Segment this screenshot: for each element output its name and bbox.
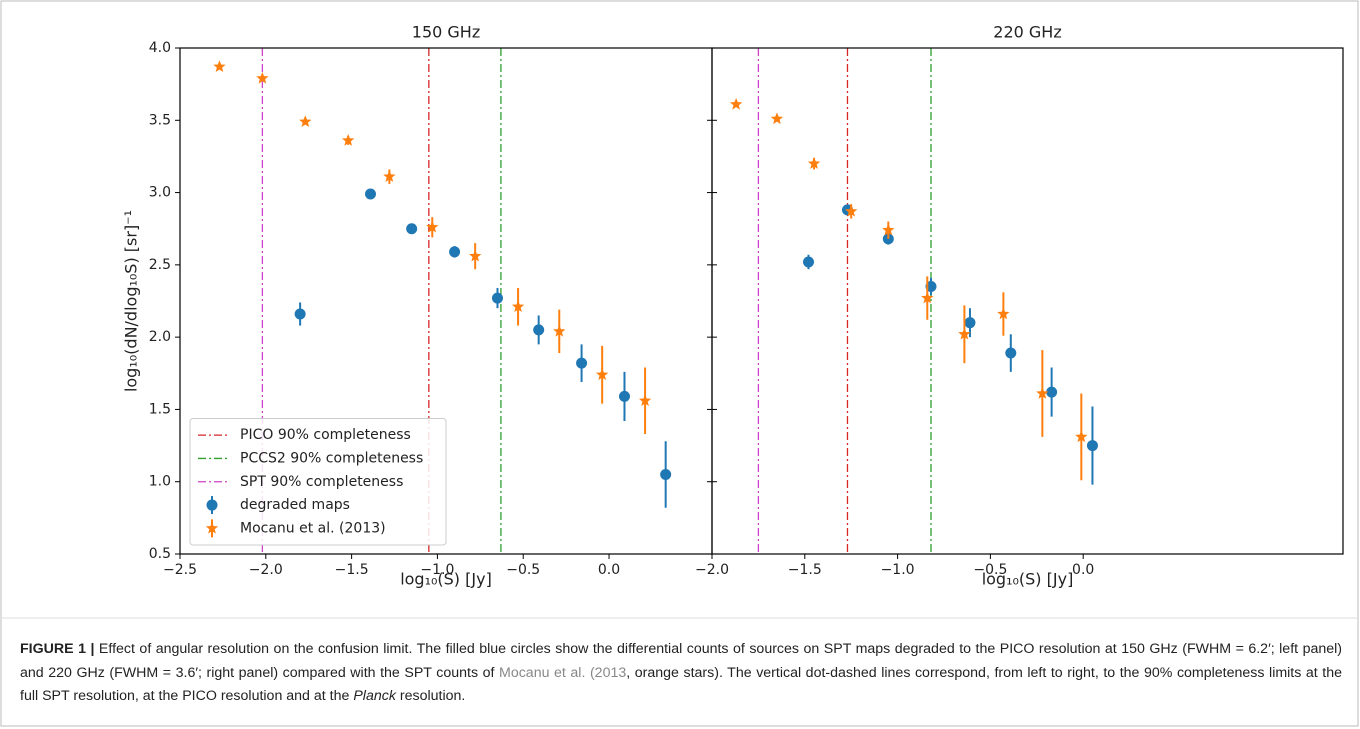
star-marker xyxy=(511,300,525,313)
y-tick-label: 2.0 xyxy=(149,329,171,345)
circle-marker xyxy=(660,468,672,480)
star-marker xyxy=(729,97,743,110)
x-axis-label: log₁₀(S) [Jy] xyxy=(982,570,1074,589)
star-marker xyxy=(1036,387,1049,399)
legend-marker xyxy=(206,499,218,511)
star-marker xyxy=(638,394,652,407)
star-marker xyxy=(958,327,971,340)
legend-box xyxy=(189,418,447,546)
circle-marker xyxy=(406,223,418,235)
star-marker xyxy=(1075,430,1088,443)
x-tick-label: −1.5 xyxy=(788,562,822,578)
caption-reference[interactable]: Mocanu et al. (2013 xyxy=(499,664,627,681)
caption-label: FIGURE 1 | xyxy=(20,641,95,657)
caption-text: resolution. xyxy=(395,688,466,705)
x-tick-label: −0.5 xyxy=(506,562,540,578)
legend-label: PICO 90% completeness xyxy=(240,427,411,443)
y-tick-label: 0.5 xyxy=(149,546,171,562)
legend-label: Mocanu et al. (2013) xyxy=(240,520,386,536)
star-marker xyxy=(807,157,821,169)
y-tick-label: 2.5 xyxy=(149,257,171,273)
star-marker xyxy=(882,223,895,236)
circle-marker xyxy=(449,246,461,258)
circle-marker xyxy=(964,317,976,329)
x-tick-label: −2.5 xyxy=(163,562,197,578)
x-tick-label: −1.0 xyxy=(420,562,454,578)
caption-text: , orange stars). The vertical dot-dashed… xyxy=(20,664,1343,705)
circle-marker xyxy=(364,188,376,200)
x-tick-label: −0.5 xyxy=(973,562,1007,578)
circle-marker xyxy=(1046,386,1058,398)
y-tick-label: 3.0 xyxy=(149,185,171,201)
circle-marker xyxy=(803,256,815,268)
star-marker xyxy=(342,134,355,146)
legend-marker xyxy=(205,521,219,534)
star-marker xyxy=(921,291,934,304)
star-marker xyxy=(299,115,312,127)
circle-marker xyxy=(533,324,545,336)
legend: PICO 90% completeness PCCS2 90% completen… xyxy=(189,418,447,546)
x-tick-label: −2.0 xyxy=(695,562,729,578)
star-marker xyxy=(426,220,439,233)
star-marker xyxy=(595,368,609,380)
panel-title: 150 GHz xyxy=(412,23,480,42)
x-axis-label: log₁₀(S) [Jy] xyxy=(400,570,492,589)
circle-marker xyxy=(491,292,503,304)
x-tick-label: −2.0 xyxy=(249,562,283,578)
star-marker xyxy=(468,249,482,262)
x-tick-label: −1.5 xyxy=(335,562,369,578)
star-marker xyxy=(997,307,1010,320)
star-marker xyxy=(553,324,566,337)
circle-marker xyxy=(294,308,306,320)
star-marker xyxy=(845,204,858,217)
plot-frame xyxy=(711,47,1344,555)
star-marker xyxy=(383,170,396,182)
circle-marker xyxy=(1086,440,1098,452)
y-axis-label: log₁₀(dN/dlog₁₀S) [sr]⁻¹ xyxy=(122,210,141,392)
caption-italic: Planck xyxy=(353,688,396,705)
star-marker xyxy=(770,112,784,125)
star-marker xyxy=(256,71,269,84)
caption-text: Effect of angular resolution on the conf… xyxy=(20,641,1343,681)
y-tick-label: 1.0 xyxy=(149,474,171,490)
x-tick-label: 0.0 xyxy=(598,562,620,578)
circle-marker xyxy=(1005,347,1017,359)
caption: FIGURE 1 | Effect of angular resolution … xyxy=(20,638,1342,709)
y-tick-label: 3.5 xyxy=(149,112,171,128)
legend-label: SPT 90% completeness xyxy=(240,474,403,490)
legend-label: PCCS2 90% completeness xyxy=(240,450,423,466)
x-tick-label: −1.0 xyxy=(881,562,915,578)
circle-marker xyxy=(576,357,588,369)
x-tick-label: 0.0 xyxy=(1072,562,1094,578)
circle-marker xyxy=(618,390,630,402)
legend-label: degraded maps xyxy=(240,497,350,513)
star-marker xyxy=(213,60,226,73)
panel-title: 220 GHz xyxy=(993,23,1061,42)
y-tick-label: 4.0 xyxy=(149,40,171,56)
y-tick-label: 1.5 xyxy=(149,401,171,417)
